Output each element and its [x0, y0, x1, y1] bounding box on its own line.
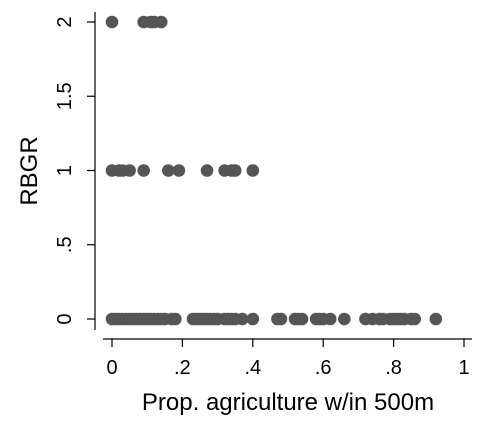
x-tick-label: 0 [106, 357, 117, 379]
x-axis-title: Prop. agriculture w/in 500m [142, 389, 434, 416]
data-point [169, 312, 182, 326]
data-point [123, 164, 136, 177]
data-point [228, 164, 242, 177]
data-point [154, 15, 168, 29]
x-tick-label: .8 [385, 357, 402, 379]
data-point [172, 164, 186, 177]
y-tick-label: 1.5 [54, 82, 76, 110]
data-point [323, 312, 337, 326]
data-point [200, 164, 214, 177]
y-tick-label: 2 [54, 16, 76, 27]
y-tick-label: 0 [54, 313, 76, 324]
y-tick-label: .5 [54, 236, 76, 253]
x-tick-label: .2 [174, 357, 191, 379]
data-point [274, 312, 288, 326]
data-point [338, 312, 351, 326]
data-point [408, 312, 422, 326]
data-point [105, 15, 119, 29]
y-axis-title: RBGR [16, 136, 43, 205]
data-point [235, 312, 249, 326]
data-point [137, 164, 150, 177]
data-point [246, 312, 260, 326]
x-tick-label: .6 [315, 357, 332, 379]
data-point [295, 312, 309, 326]
x-tick-label: 1 [458, 357, 469, 379]
y-tick-label: 1 [54, 165, 76, 176]
data-point [162, 164, 175, 177]
data-point [429, 312, 443, 326]
data-point [246, 164, 260, 177]
x-tick-label: .4 [244, 357, 261, 379]
